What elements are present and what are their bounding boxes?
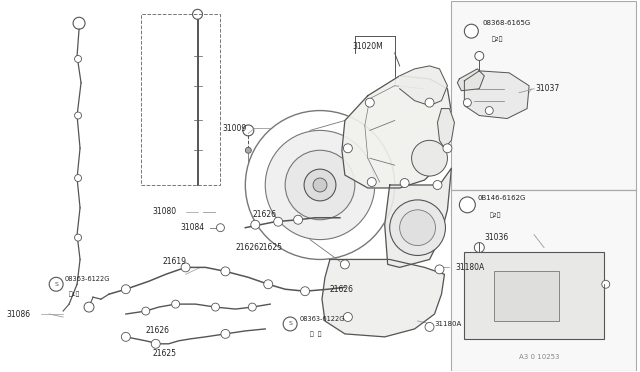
Text: （  ）: （ ）: [310, 331, 321, 337]
Polygon shape: [385, 168, 451, 267]
Text: A3 0 10253: A3 0 10253: [519, 354, 559, 360]
Circle shape: [75, 112, 81, 119]
Circle shape: [75, 234, 81, 241]
Circle shape: [390, 200, 445, 256]
Text: 31080: 31080: [153, 207, 177, 216]
Polygon shape: [465, 71, 529, 119]
Bar: [141, 14, 220, 185]
Circle shape: [181, 263, 190, 272]
Circle shape: [75, 174, 81, 182]
Circle shape: [465, 24, 478, 38]
Text: （1）: （1）: [69, 291, 81, 297]
Circle shape: [365, 98, 374, 107]
Circle shape: [245, 147, 252, 153]
Polygon shape: [342, 76, 451, 188]
Text: 08363-6122G: 08363-6122G: [65, 276, 111, 282]
Circle shape: [251, 220, 260, 229]
Circle shape: [433, 180, 442, 189]
Circle shape: [344, 312, 353, 321]
Text: S: S: [470, 29, 473, 33]
Circle shape: [172, 300, 180, 308]
Text: （2）: （2）: [489, 212, 500, 218]
Polygon shape: [399, 66, 447, 106]
Text: 31180A: 31180A: [456, 263, 484, 272]
Text: 21626: 21626: [330, 285, 354, 294]
Text: 21619: 21619: [163, 257, 187, 266]
Circle shape: [400, 179, 409, 187]
Circle shape: [243, 125, 254, 136]
Circle shape: [412, 140, 447, 176]
Circle shape: [304, 169, 336, 201]
Text: 31180A: 31180A: [435, 321, 461, 327]
Text: （2）: （2）: [492, 36, 503, 42]
Circle shape: [294, 215, 303, 224]
Text: 31084: 31084: [180, 223, 205, 232]
Circle shape: [193, 9, 202, 19]
Text: 31020M: 31020M: [353, 42, 383, 51]
Bar: [451, 190, 636, 371]
Circle shape: [340, 260, 349, 269]
Circle shape: [474, 243, 484, 253]
Text: 21626: 21626: [252, 210, 276, 219]
Text: 0B146-6162G: 0B146-6162G: [477, 195, 525, 201]
Circle shape: [283, 317, 297, 331]
Circle shape: [248, 303, 256, 311]
Circle shape: [485, 107, 493, 115]
Circle shape: [216, 224, 225, 232]
Text: B: B: [465, 202, 469, 207]
Text: 21626: 21626: [236, 243, 259, 252]
Bar: [494, 271, 559, 321]
Circle shape: [425, 323, 434, 331]
Circle shape: [221, 330, 230, 339]
Text: 31037: 31037: [535, 84, 559, 93]
Circle shape: [75, 55, 81, 62]
Circle shape: [142, 307, 150, 315]
Text: 31009: 31009: [223, 124, 246, 133]
Circle shape: [367, 177, 376, 186]
Polygon shape: [438, 109, 454, 148]
Circle shape: [285, 150, 355, 220]
Circle shape: [344, 144, 353, 153]
Text: 08368-6165G: 08368-6165G: [483, 20, 531, 26]
Circle shape: [274, 217, 283, 226]
Circle shape: [425, 98, 434, 107]
Circle shape: [264, 280, 273, 289]
Circle shape: [221, 267, 230, 276]
Circle shape: [602, 280, 610, 288]
Circle shape: [49, 277, 63, 291]
Circle shape: [211, 303, 220, 311]
Circle shape: [435, 265, 444, 274]
Text: 21626: 21626: [146, 326, 170, 336]
Text: 08363-6122G: 08363-6122G: [300, 316, 346, 322]
Circle shape: [463, 99, 471, 107]
Circle shape: [443, 144, 452, 153]
Text: 31036: 31036: [484, 233, 509, 242]
Text: 31086: 31086: [6, 310, 31, 318]
Circle shape: [460, 197, 476, 213]
Circle shape: [245, 110, 395, 259]
Circle shape: [399, 210, 435, 246]
Circle shape: [151, 339, 160, 348]
Polygon shape: [458, 69, 484, 91]
Circle shape: [475, 51, 484, 60]
Circle shape: [301, 287, 310, 296]
Bar: [451, 1, 636, 190]
Circle shape: [265, 131, 375, 240]
Text: 21625: 21625: [259, 243, 282, 252]
Circle shape: [122, 285, 131, 294]
Text: S: S: [288, 321, 292, 327]
Text: 21625: 21625: [153, 349, 177, 358]
Bar: [465, 251, 604, 339]
Text: S: S: [54, 282, 58, 287]
Circle shape: [313, 178, 327, 192]
Polygon shape: [322, 259, 444, 337]
Circle shape: [122, 333, 131, 341]
Circle shape: [84, 302, 94, 312]
